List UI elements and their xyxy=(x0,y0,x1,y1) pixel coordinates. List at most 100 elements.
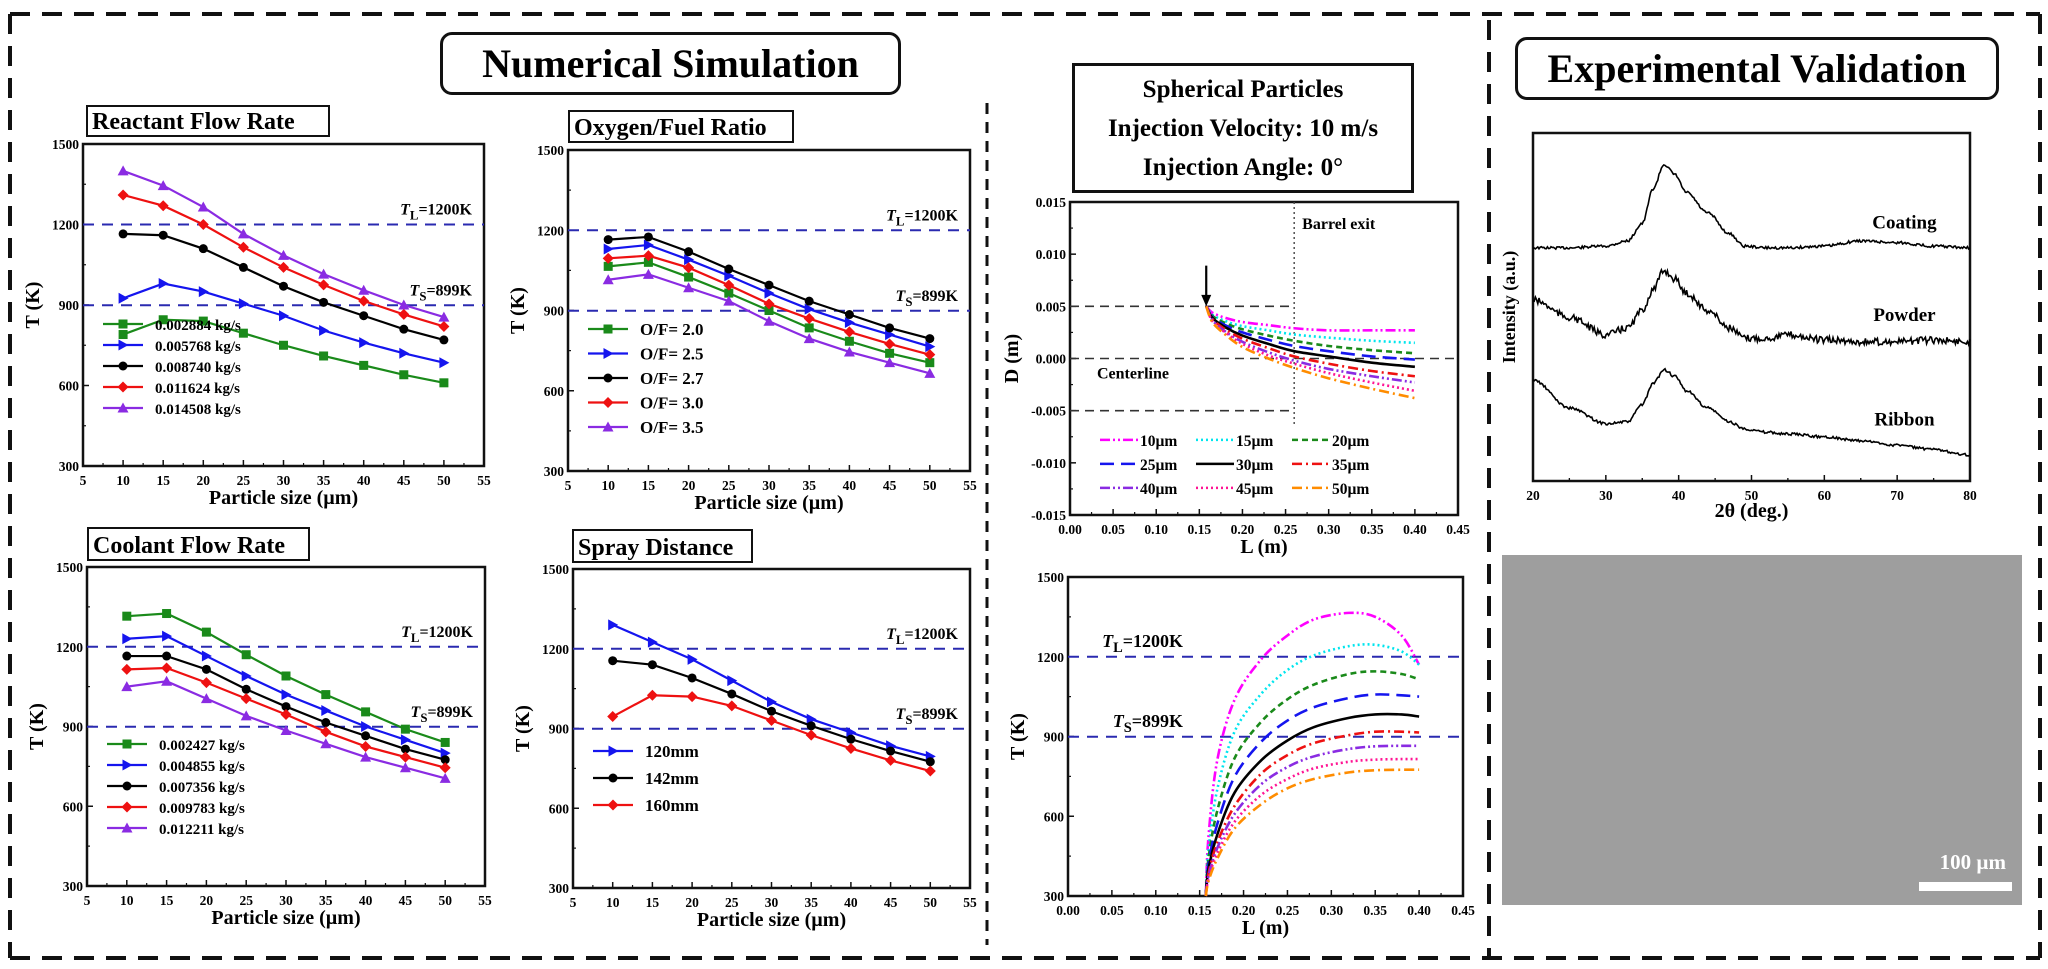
x-tick-label: 0.10 xyxy=(1144,903,1168,918)
legend-label: 10µm xyxy=(1140,433,1177,450)
marker-diamond xyxy=(805,729,817,741)
legend-item: 0.007356 kg/s xyxy=(107,780,245,796)
legend-label: 25µm xyxy=(1140,457,1177,474)
x-tick-label: 15 xyxy=(646,895,660,910)
marker-triangle-right xyxy=(925,341,936,353)
y-tick-label: 300 xyxy=(63,879,84,894)
marker-circle xyxy=(201,664,211,674)
x-tick-label: 50 xyxy=(1745,488,1759,503)
x-tick-label: 55 xyxy=(478,893,492,908)
chart-title: Reactant Flow Rate xyxy=(92,109,295,135)
x-tick-label: 20 xyxy=(685,895,699,910)
legend-label: 50µm xyxy=(1332,481,1369,498)
legend-label: 0.002884 kg/s xyxy=(155,318,241,334)
x-tick-label: 40 xyxy=(1672,488,1686,503)
x-tick-label: 0.05 xyxy=(1101,522,1125,537)
threshold-label: TS=899K xyxy=(896,288,959,309)
legend-item: 50µm xyxy=(1292,481,1369,498)
x-tick-label: 30 xyxy=(277,473,291,488)
marker-circle xyxy=(684,247,694,257)
series-line-25-m xyxy=(1204,693,1420,897)
series-line-25-m xyxy=(1205,305,1415,361)
x-tick-label: 10 xyxy=(120,893,134,908)
threshold-label: TS=899K xyxy=(896,706,959,727)
marker-triangle-right xyxy=(804,303,815,315)
x-tick-label: 25 xyxy=(237,473,251,488)
y-tick-label: 1500 xyxy=(1037,570,1064,585)
marker-triangle-up xyxy=(197,201,209,212)
scale-bar xyxy=(1919,882,2012,891)
marker-diamond xyxy=(121,801,133,813)
marker-diamond xyxy=(602,397,614,408)
marker-square xyxy=(643,257,653,267)
marker-triangle-up xyxy=(398,299,410,310)
y-tick-label: 600 xyxy=(1044,809,1065,824)
marker-diamond xyxy=(117,189,129,201)
y-tick-label: 1500 xyxy=(52,137,79,152)
marker-triangle-up xyxy=(117,402,129,413)
marker-circle xyxy=(608,773,618,783)
y-tick-label: 600 xyxy=(549,801,570,816)
marker-triangle-right xyxy=(321,705,332,717)
info-line-angle: Injection Angle: 0° xyxy=(1142,153,1344,181)
marker-triangle-up xyxy=(358,284,370,295)
x-tick-label: 25 xyxy=(239,893,253,908)
marker-triangle-up xyxy=(200,693,212,704)
marker-circle xyxy=(122,781,132,791)
legend-item: 45µm xyxy=(1196,481,1273,498)
info-line-particles: Spherical Particles xyxy=(1142,75,1344,103)
marker-diamond xyxy=(885,754,897,766)
marker-diamond xyxy=(318,279,330,291)
x-tick-label: 55 xyxy=(963,478,977,493)
marker-triangle-up xyxy=(399,762,411,773)
y-tick-label: 1500 xyxy=(56,560,83,575)
marker-circle xyxy=(608,656,618,666)
y-tick-label: 1200 xyxy=(56,640,83,655)
y-tick-label: -0.005 xyxy=(1031,404,1066,419)
marker-diamond xyxy=(398,308,410,320)
marker-circle xyxy=(603,373,613,383)
marker-circle xyxy=(804,296,814,306)
marker-circle xyxy=(238,262,248,272)
marker-triangle-up xyxy=(117,165,129,176)
marker-diamond xyxy=(646,689,658,701)
series-line-120mm xyxy=(612,623,931,758)
x-tick-label: 40 xyxy=(357,473,371,488)
x-tick-label: 5 xyxy=(84,893,91,908)
chart-reactant: Reactant Flow Rate 5 10 15 20 25 30 35 40 45 50 55 3… xyxy=(22,105,491,509)
y-axis-label: T (K) xyxy=(26,703,48,750)
marker-square xyxy=(201,627,211,637)
legend-label: 0.011624 kg/s xyxy=(155,381,240,397)
x-tick-label: 50 xyxy=(438,893,452,908)
legend-label: O/F= 3.5 xyxy=(640,418,704,437)
marker-circle xyxy=(724,264,734,274)
marker-diamond xyxy=(438,320,450,332)
legend-label: 35µm xyxy=(1332,457,1369,474)
legend-item: 15µm xyxy=(1196,433,1273,450)
marker-triangle-right xyxy=(764,287,775,299)
legend-label: 40µm xyxy=(1140,481,1177,498)
marker-square xyxy=(764,306,774,315)
legend-label: 0.008740 kg/s xyxy=(155,360,241,376)
marker-circle xyxy=(687,673,697,683)
x-tick-label: 0.45 xyxy=(1446,522,1470,537)
marker-square xyxy=(122,611,132,621)
x-tick-label: 45 xyxy=(399,893,413,908)
marker-square xyxy=(158,315,168,325)
series-line-ribbon xyxy=(1532,367,1971,457)
legend-item: 0.011624 kg/s xyxy=(103,381,240,397)
x-tick-label: 30 xyxy=(1599,488,1613,503)
marker-diamond xyxy=(197,219,209,230)
legend-item: 0.009783 kg/s xyxy=(107,801,245,817)
x-tick-label: 45 xyxy=(884,895,898,910)
marker-triangle-up xyxy=(157,180,169,191)
marker-triangle-up xyxy=(161,675,173,686)
y-tick-label: 600 xyxy=(59,379,80,394)
marker-square xyxy=(400,724,410,734)
y-tick-label: 900 xyxy=(63,720,84,735)
y-tick-label: 1200 xyxy=(1037,650,1064,665)
marker-diamond xyxy=(360,740,372,752)
marker-diamond xyxy=(884,338,896,350)
centerline-label: Centerline xyxy=(1097,365,1169,382)
